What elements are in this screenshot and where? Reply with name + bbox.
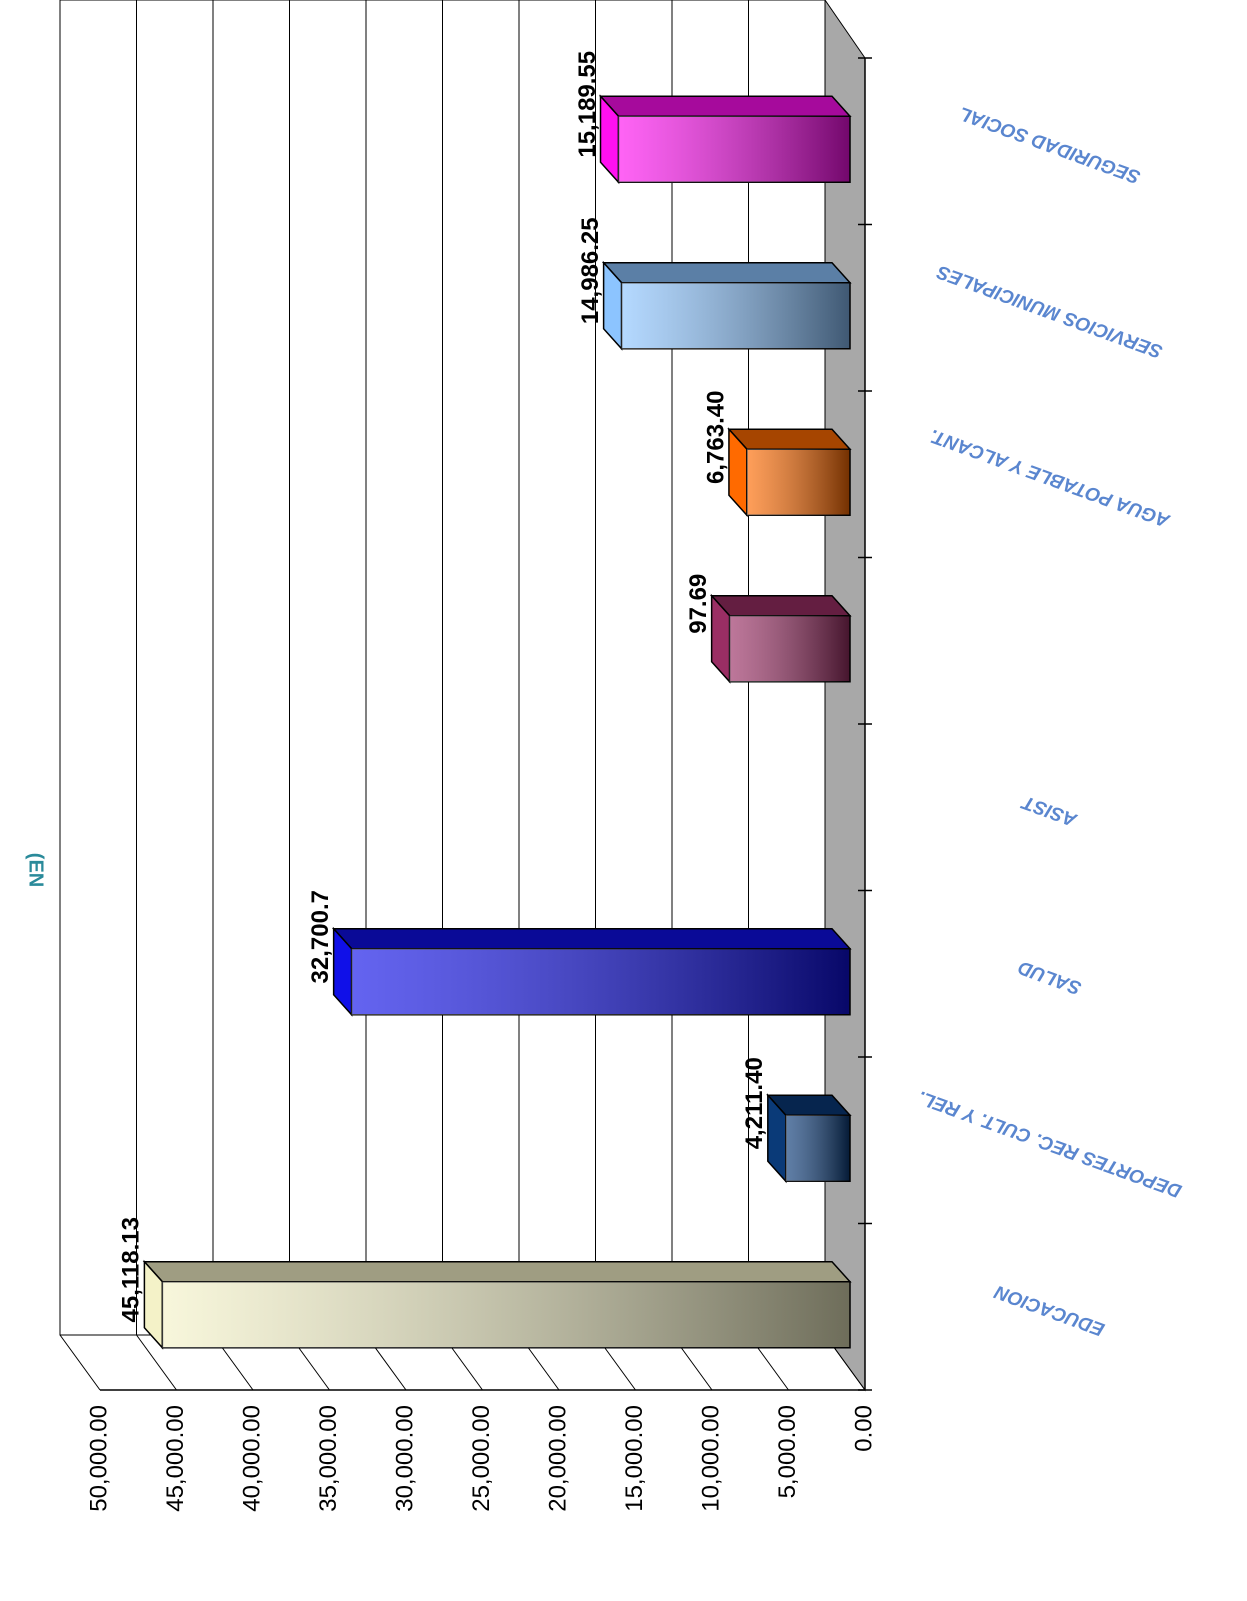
data-label: 15,189.55: [574, 51, 601, 158]
y-tick-label: 40,000.00: [238, 1405, 265, 1512]
y-tick-label: 35,000.00: [315, 1405, 342, 1512]
data-label: 4,211.40: [741, 1057, 768, 1149]
bar-shade: [729, 615, 850, 682]
y-tick-label: 25,000.00: [468, 1405, 495, 1512]
bar-side-shade: [333, 928, 850, 949]
x-tick-label: DEPORTES REC. CULT. Y REL.: [915, 1086, 1184, 1201]
bar-shade: [785, 1115, 850, 1182]
bar-side-shade: [711, 595, 850, 616]
y-tick-label: 10,000.00: [697, 1405, 724, 1512]
bar-side-shade: [144, 1261, 850, 1282]
bar-shade: [162, 1281, 850, 1348]
tick-mark: [136, 1334, 177, 1391]
x-tick-label: SALUD: [1015, 956, 1084, 998]
bar-shade: [618, 116, 850, 183]
data-label: 32,700.7: [307, 890, 334, 983]
x-tick-label: SEGURIDAD SOCIAL: [956, 102, 1143, 187]
bar-shade: [746, 449, 850, 516]
bar-shade: [351, 948, 850, 1015]
x-tick-label: AGUA POTABLE Y ALCANT.: [927, 424, 1174, 531]
bar-side-shade: [603, 262, 850, 283]
x-tick-label: EDUCACION: [991, 1280, 1108, 1340]
bar-shade: [621, 282, 850, 349]
y-tick-label: 5,000.00: [774, 1405, 801, 1498]
bar-side-shade: [600, 96, 850, 117]
tick-mark: [59, 1334, 101, 1391]
data-label: 14,986.25: [577, 217, 604, 324]
bar-side-shade: [728, 429, 850, 450]
y-tick-label: 50,000.00: [85, 1405, 112, 1512]
x-tick-label: ASIST: [1019, 791, 1081, 831]
x-tick-label: SERVICIOS MUNICIPALES: [934, 260, 1165, 361]
y-tick-label: 45,000.00: [162, 1405, 189, 1512]
chart-title: (EN: [25, 853, 47, 887]
data-label: 97.69: [685, 574, 712, 634]
data-label: 45,118.13: [118, 1217, 145, 1322]
y-tick-label: 0.00: [850, 1405, 877, 1452]
bar-side-shade: [767, 1095, 850, 1116]
y-tick-label: 20,000.00: [544, 1405, 571, 1512]
data-label: 6,763.40: [702, 391, 729, 484]
y-tick-label: 15,000.00: [621, 1405, 648, 1512]
y-tick-label: 30,000.00: [391, 1405, 418, 1512]
